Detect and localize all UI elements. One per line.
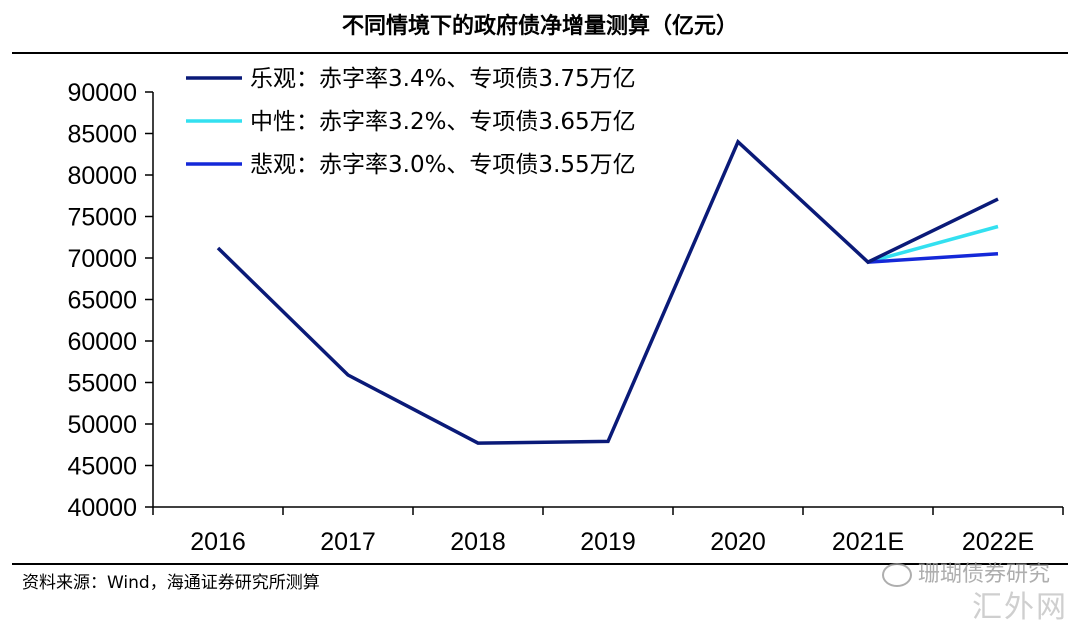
legend: 乐观：赤字率3.4%、专项债3.75万亿中性：赤字率3.2%、专项债3.65万亿… xyxy=(186,66,636,178)
x-tick-label: 2017 xyxy=(320,528,376,556)
y-tick-label: 80000 xyxy=(67,162,137,190)
source-note: 资料来源：Wind，海通证券研究所测算 xyxy=(22,573,320,593)
series-line-2 xyxy=(867,224,999,264)
x-tick-label: 2019 xyxy=(580,528,636,556)
y-tick-label: 70000 xyxy=(67,245,137,273)
watermark: 珊瑚债券研究 xyxy=(881,556,1050,588)
y-tick-label: 85000 xyxy=(67,121,137,149)
x-tick-label: 2020 xyxy=(710,528,766,556)
top-rule xyxy=(12,52,1068,54)
x-tick-label: 2021E xyxy=(832,528,904,556)
x-tick-label: 2018 xyxy=(450,528,506,556)
watermark-text: 珊瑚债券研究 xyxy=(917,562,1050,587)
legend-label-1: 乐观：赤字率3.4%、专项债3.75万亿 xyxy=(250,66,636,92)
legend-label-2: 中性：赤字率3.2%、专项债3.65万亿 xyxy=(250,109,636,135)
y-tick-label: 40000 xyxy=(67,494,137,522)
chart-title: 不同情境下的政府债净增量测算（亿元） xyxy=(341,14,738,39)
y-tick-label: 60000 xyxy=(67,328,137,356)
y-tick-label: 65000 xyxy=(67,287,137,315)
x-tick-label: 2016 xyxy=(190,528,246,556)
y-tick-label: 75000 xyxy=(67,204,137,232)
x-tick-label: 2022E xyxy=(962,528,1034,556)
wechat-icon xyxy=(881,563,912,587)
y-tick-label: 45000 xyxy=(67,453,137,481)
series-layer xyxy=(216,138,999,445)
y-tick-label: 90000 xyxy=(67,79,137,107)
series-line-3 xyxy=(867,252,999,264)
y-tick-label: 55000 xyxy=(67,370,137,398)
legend-label-3: 悲观：赤字率3.0%、专项债3.55万亿 xyxy=(250,152,636,178)
axes: 40000 45000 50000 55000 60000 65000 70000 75000… xyxy=(67,79,1064,556)
watermark-secondary: 汇外网 xyxy=(972,590,1068,625)
series-line-1 xyxy=(216,138,999,445)
bottom-rule xyxy=(12,563,1068,565)
y-tick-label: 50000 xyxy=(67,411,137,439)
